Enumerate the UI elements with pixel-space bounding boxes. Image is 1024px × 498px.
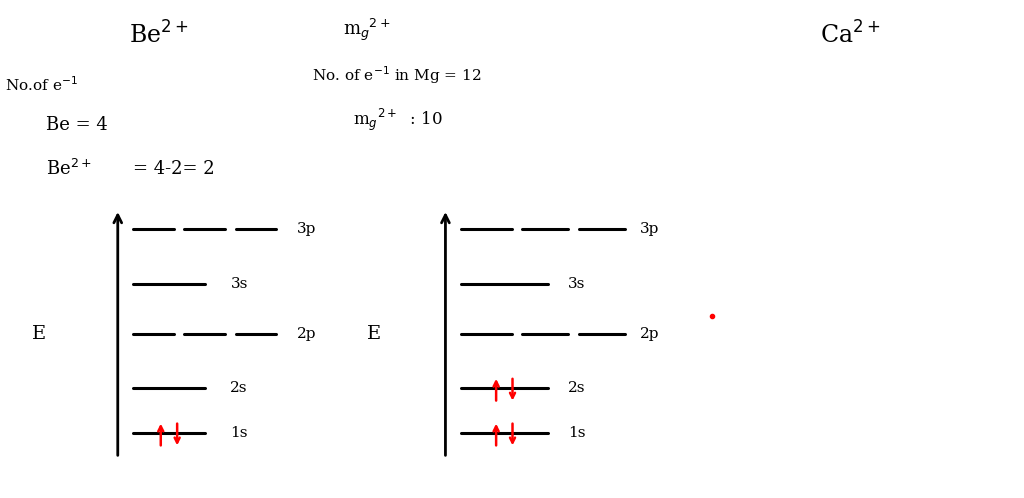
Text: Be = 4: Be = 4 [46, 116, 108, 133]
Text: 1s: 1s [568, 426, 586, 440]
Text: 2s: 2s [568, 381, 586, 395]
Text: m$_g$$^{2+}$: m$_g$$^{2+}$ [343, 17, 391, 43]
Text: 3p: 3p [297, 222, 316, 236]
Text: E: E [367, 325, 381, 343]
Text: Ca$^{2+}$: Ca$^{2+}$ [820, 21, 880, 48]
Text: m$_g$$^{2+}$  : 10: m$_g$$^{2+}$ : 10 [353, 107, 443, 132]
Text: 3s: 3s [568, 277, 586, 291]
Text: Be$^{2+}$: Be$^{2+}$ [129, 21, 188, 48]
Text: = 4-2= 2: = 4-2= 2 [133, 160, 215, 178]
Text: 2s: 2s [230, 381, 248, 395]
Text: No.of e$^{-1}$: No.of e$^{-1}$ [5, 75, 78, 94]
Text: 2p: 2p [297, 327, 316, 341]
Text: Be$^{2+}$: Be$^{2+}$ [46, 159, 92, 179]
Text: 3s: 3s [230, 277, 248, 291]
Text: E: E [32, 325, 46, 343]
Text: 1s: 1s [230, 426, 248, 440]
Text: No. of e$^{-1}$ in Mg = 12: No. of e$^{-1}$ in Mg = 12 [312, 64, 481, 86]
Text: 2p: 2p [640, 327, 659, 341]
Text: 3p: 3p [640, 222, 659, 236]
